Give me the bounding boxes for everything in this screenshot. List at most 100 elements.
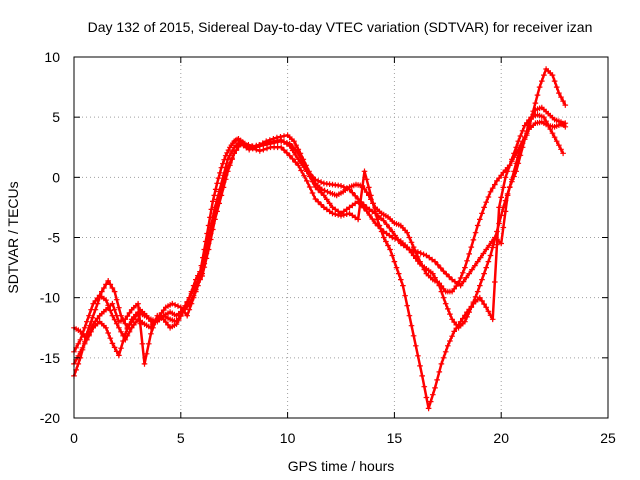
data-point [89,314,96,321]
data-point [216,188,222,195]
data-point [378,215,384,221]
data-point [528,116,534,122]
data-point [101,285,107,291]
data-point [220,160,226,167]
data-point [338,183,344,189]
data-point [558,146,564,153]
data-point [392,232,398,239]
data-point [326,200,333,207]
data-point [346,210,353,217]
data-point [321,192,327,199]
data-point [233,147,240,153]
data-point [79,345,86,351]
data-point [472,229,479,236]
data-point [519,128,526,134]
data-point [483,246,489,253]
data-point [440,294,447,301]
data-point [524,132,530,138]
data-point [212,204,218,211]
data-point [329,210,336,217]
data-point [81,341,88,347]
y-tick-label: 5 [52,109,60,125]
data-point [304,178,310,184]
data-point [395,236,401,243]
data-point [402,292,408,299]
data-point [460,270,466,276]
data-point [429,256,435,263]
data-point [222,176,229,183]
data-point [398,240,404,247]
data-point [457,275,464,281]
data-point [451,328,457,335]
data-point [506,162,513,169]
data-point [369,208,376,215]
data-point [326,208,333,215]
data-point [229,156,235,163]
data-point [152,318,158,325]
data-point [534,92,541,98]
data-point [406,246,413,253]
data-point [480,250,487,257]
data-point [370,200,376,207]
data-point [277,134,284,140]
axis-ticks: 0 5 10 15 20 25 -20 -15 -10 -5 0 5 10 [40,49,616,446]
data-point [203,255,210,262]
data-point [477,216,483,223]
data-point [492,181,498,188]
data-point [286,143,293,149]
data-point [113,312,120,319]
x-tick-label: 25 [600,430,616,446]
data-point [281,139,287,145]
data-point [88,306,94,313]
data-point [111,288,118,295]
data-point [315,178,321,184]
data-point [494,241,500,248]
data-point [84,318,90,325]
data-point [214,196,220,203]
data-point [264,145,270,152]
data-point [124,326,131,332]
data-point [500,224,507,231]
data-point [212,186,219,193]
data-point [109,300,116,307]
y-tick-label: -20 [40,410,60,426]
data-point [427,398,434,405]
data-point [267,139,274,146]
data-point [103,297,109,303]
data-point [257,148,263,154]
data-point [410,252,417,259]
data-point [225,168,231,175]
data-point [173,321,180,327]
data-point [235,144,242,150]
data-point [398,276,404,283]
data-point [438,361,445,367]
data-point [511,168,517,175]
data-point [474,288,481,295]
data-point [135,300,141,307]
data-point [352,193,358,199]
data-point [346,186,353,193]
data-point [103,324,109,331]
y-tick-label: 10 [44,49,60,65]
data-point [477,282,483,289]
data-point [332,211,339,217]
data-point [99,288,105,295]
data-point [215,175,222,181]
data-point [346,204,353,211]
data-point [218,180,225,187]
data-point [519,140,526,146]
data-point [143,351,150,357]
data-point [509,156,515,163]
data-point [218,192,225,199]
data-point [182,304,188,311]
data-point [178,313,184,319]
data-point [227,152,233,159]
data-point [122,316,129,323]
data-point [111,344,118,351]
data-point [442,300,449,307]
data-point [395,270,402,277]
data-point [318,201,324,208]
data-point [190,286,197,293]
data-point [306,171,313,177]
